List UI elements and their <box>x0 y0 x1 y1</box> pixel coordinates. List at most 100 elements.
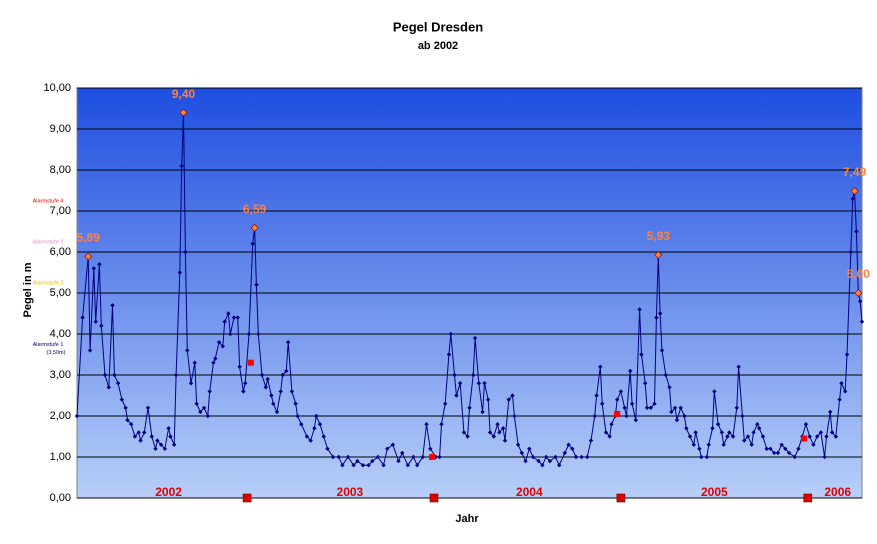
data-point <box>166 426 171 431</box>
data-point <box>241 389 246 394</box>
data-point <box>644 405 650 410</box>
data-point <box>603 430 609 435</box>
annotation-label: 6,59 <box>243 202 267 216</box>
data-point <box>265 376 270 382</box>
data-point <box>448 331 454 337</box>
data-point <box>736 364 741 369</box>
data-point <box>519 450 525 456</box>
data-point <box>452 372 457 378</box>
data-point <box>80 315 85 320</box>
data-point <box>639 352 644 357</box>
data-point <box>138 438 143 443</box>
data-point <box>153 446 158 451</box>
data-point <box>414 463 420 468</box>
data-point <box>149 434 154 439</box>
annotation-label: 5,00 <box>847 267 871 281</box>
data-point <box>465 434 470 439</box>
annotation-marker <box>84 252 93 261</box>
data-point <box>628 368 633 374</box>
y-tick-label: 4,00 <box>50 328 71 340</box>
highlight-point <box>614 410 621 417</box>
data-point <box>142 430 147 435</box>
data-point <box>99 323 104 328</box>
data-point <box>428 446 433 451</box>
data-point <box>536 458 541 464</box>
data-point <box>833 434 839 439</box>
data-point <box>237 364 242 369</box>
data-point <box>669 409 674 415</box>
data-point <box>783 446 788 451</box>
data-point <box>760 434 766 439</box>
data-point <box>512 413 517 419</box>
data-point <box>837 397 842 402</box>
data-point <box>609 422 614 427</box>
data-point <box>500 426 506 431</box>
data-point <box>515 442 521 447</box>
data-point <box>129 422 134 427</box>
data-point <box>226 311 231 316</box>
data-point <box>570 446 575 451</box>
data-point <box>715 422 721 427</box>
data-point <box>228 331 233 337</box>
data-point <box>502 438 508 443</box>
annotation-label: 7,49 <box>843 165 867 179</box>
data-point <box>510 393 515 398</box>
data-point <box>132 434 138 439</box>
data-point <box>480 409 485 415</box>
data-point <box>672 405 678 410</box>
y-tick-label: 0,00 <box>50 492 71 504</box>
data-point <box>839 381 844 386</box>
data-point <box>600 401 605 406</box>
data-point <box>420 454 425 460</box>
data-point <box>706 442 711 447</box>
data-point <box>125 417 130 423</box>
data-point <box>848 249 853 255</box>
data-point <box>594 393 599 398</box>
data-point <box>725 434 730 439</box>
highlight-point <box>247 359 254 366</box>
data-point <box>775 450 781 456</box>
data-point <box>796 446 801 451</box>
data-point <box>811 442 816 447</box>
data-point <box>201 405 207 410</box>
data-point <box>704 454 710 460</box>
data-point <box>102 372 108 378</box>
data-point <box>598 364 603 369</box>
data-point <box>633 417 639 423</box>
data-point <box>854 229 859 234</box>
data-point <box>543 454 549 460</box>
data-point <box>439 422 444 427</box>
data-point <box>246 331 252 337</box>
data-point <box>588 438 594 443</box>
threshold-label: Alarmstufe 4 <box>33 198 64 204</box>
y-tick-label: 2,00 <box>50 410 71 422</box>
data-point <box>487 430 493 435</box>
data-point <box>271 401 276 406</box>
data-point <box>284 368 289 374</box>
data-point <box>207 389 212 394</box>
year-label: 2002 <box>155 485 182 499</box>
data-point <box>530 454 536 460</box>
data-point <box>482 381 487 386</box>
annotation-label: 5,89 <box>77 231 101 245</box>
data-point <box>824 434 829 439</box>
data-point <box>198 409 203 415</box>
data-point <box>360 463 366 468</box>
data-point <box>693 430 698 435</box>
data-point <box>657 311 663 316</box>
data-point <box>274 409 280 415</box>
data-point <box>345 454 351 460</box>
data-point <box>179 163 184 169</box>
data-point <box>400 450 405 456</box>
data-point <box>263 385 268 390</box>
data-point <box>454 393 459 398</box>
data-point <box>663 372 668 378</box>
threshold-sublabel: (3,50m) <box>47 350 66 356</box>
data-point <box>691 442 696 447</box>
data-point <box>467 405 472 410</box>
data-point <box>506 397 511 402</box>
data-point <box>562 450 568 456</box>
data-point <box>243 381 248 386</box>
data-point <box>185 348 190 353</box>
data-point <box>786 450 792 456</box>
